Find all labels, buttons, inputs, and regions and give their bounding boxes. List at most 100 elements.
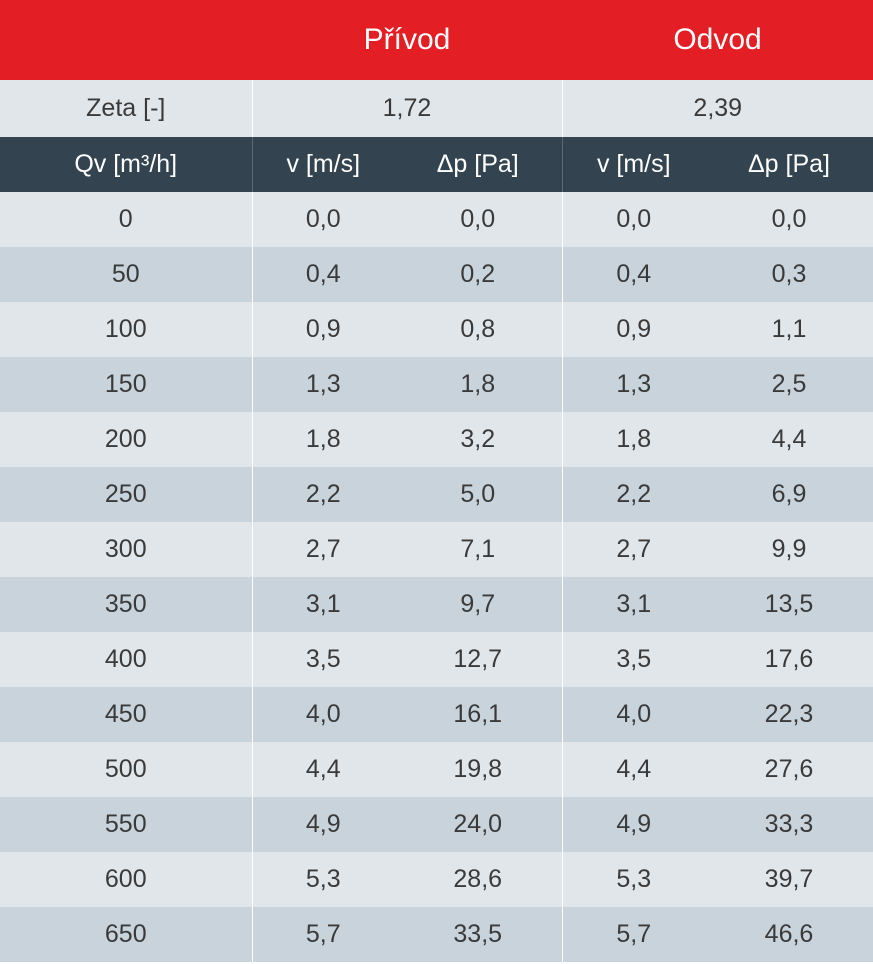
data-cell: 13,5 (705, 577, 873, 632)
data-cell: 19,8 (394, 742, 562, 797)
data-cell: 33,3 (705, 797, 873, 852)
zeta-value: 2,39 (561, 80, 873, 137)
data-cell: 4,0 (561, 687, 705, 742)
data-row: 150 1,3 1,8 1,3 2,5 (0, 357, 873, 412)
data-cell: 3,1 (251, 577, 394, 632)
data-cell: 5,0 (394, 467, 562, 522)
data-cell: 7,1 (394, 522, 562, 577)
title-row: Přívod Odvod (0, 0, 873, 80)
data-cell: 0,2 (394, 247, 562, 302)
column-header: Δp [Pa] (705, 137, 873, 192)
column-header: Δp [Pa] (394, 137, 562, 192)
data-row: 200 1,8 3,2 1,8 4,4 (0, 412, 873, 467)
data-cell: 4,4 (251, 742, 394, 797)
empty-cell (0, 0, 252, 80)
zeta-label: Zeta [-] (0, 80, 252, 137)
data-cell: 24,0 (394, 797, 562, 852)
data-row: 100 0,9 0,8 0,9 1,1 (0, 302, 873, 357)
data-cell: 3,5 (251, 632, 394, 687)
data-row: 650 5,7 33,5 5,7 46,6 (0, 907, 873, 962)
data-cell: 2,2 (251, 467, 394, 522)
data-cell: 200 (0, 412, 252, 467)
data-cell: 5,7 (251, 907, 394, 962)
data-cell: 4,0 (251, 687, 394, 742)
data-cell: 9,7 (394, 577, 562, 632)
column-header: Qv [m³/h] (0, 137, 252, 192)
group-header: Přívod (252, 0, 562, 80)
data-cell: 4,9 (251, 797, 394, 852)
data-cell: 1,3 (561, 357, 705, 412)
data-cell: 650 (0, 907, 252, 962)
data-cell: 28,6 (394, 852, 562, 907)
data-row: 550 4,9 24,0 4,9 33,3 (0, 797, 873, 852)
data-cell: 1,8 (561, 412, 705, 467)
data-cell: 350 (0, 577, 252, 632)
data-cell: 2,7 (251, 522, 394, 577)
data-cell: 3,5 (561, 632, 705, 687)
data-cell: 3,1 (561, 577, 705, 632)
data-cell: 12,7 (394, 632, 562, 687)
data-cell: 5,3 (251, 852, 394, 907)
data-cell: 50 (0, 247, 252, 302)
data-cell: 5,7 (561, 907, 705, 962)
data-cell: 0,3 (705, 247, 873, 302)
data-cell: 27,6 (705, 742, 873, 797)
data-row: 300 2,7 7,1 2,7 9,9 (0, 522, 873, 577)
data-cell: 0,0 (705, 192, 873, 247)
zeta-value: 1,72 (251, 80, 562, 137)
data-cell: 46,6 (705, 907, 873, 962)
data-cell: 2,2 (561, 467, 705, 522)
data-row: 500 4,4 19,8 4,4 27,6 (0, 742, 873, 797)
data-cell: 400 (0, 632, 252, 687)
column-header: v [m/s] (251, 137, 394, 192)
data-cell: 6,9 (705, 467, 873, 522)
data-cell: 0 (0, 192, 252, 247)
data-cell: 9,9 (705, 522, 873, 577)
data-cell: 1,8 (251, 412, 394, 467)
data-cell: 2,5 (705, 357, 873, 412)
data-cell: 4,9 (561, 797, 705, 852)
data-row: 50 0,4 0,2 0,4 0,3 (0, 247, 873, 302)
data-cell: 16,1 (394, 687, 562, 742)
zeta-row: Zeta [-] 1,72 2,39 (0, 80, 873, 137)
data-row: 400 3,5 12,7 3,5 17,6 (0, 632, 873, 687)
data-cell: 1,8 (394, 357, 562, 412)
data-cell: 0,0 (561, 192, 705, 247)
column-header-row: Qv [m³/h] v [m/s] Δp [Pa] v [m/s] Δp [Pa] (0, 137, 873, 192)
data-cell: 550 (0, 797, 252, 852)
data-cell: 500 (0, 742, 252, 797)
data-cell: 450 (0, 687, 252, 742)
data-row: 250 2,2 5,0 2,2 6,9 (0, 467, 873, 522)
data-cell: 0,4 (251, 247, 394, 302)
data-cell: 0,4 (561, 247, 705, 302)
data-cell: 0,8 (394, 302, 562, 357)
data-cell: 2,7 (561, 522, 705, 577)
data-cell: 39,7 (705, 852, 873, 907)
data-cell: 150 (0, 357, 252, 412)
data-row: 600 5,3 28,6 5,3 39,7 (0, 852, 873, 907)
column-header: v [m/s] (561, 137, 705, 192)
data-row: 450 4,0 16,1 4,0 22,3 (0, 687, 873, 742)
group-header: Odvod (562, 0, 873, 80)
data-cell: 4,4 (705, 412, 873, 467)
data-row: 350 3,1 9,7 3,1 13,5 (0, 577, 873, 632)
data-cell: 0,9 (251, 302, 394, 357)
data-cell: 22,3 (705, 687, 873, 742)
data-cell: 5,3 (561, 852, 705, 907)
data-cell: 100 (0, 302, 252, 357)
data-cell: 0,0 (251, 192, 394, 247)
data-cell: 4,4 (561, 742, 705, 797)
data-cell: 600 (0, 852, 252, 907)
data-cell: 300 (0, 522, 252, 577)
data-cell: 250 (0, 467, 252, 522)
data-cell: 1,3 (251, 357, 394, 412)
data-cell: 33,5 (394, 907, 562, 962)
data-cell: 0,9 (561, 302, 705, 357)
data-cell: 0,0 (394, 192, 562, 247)
data-row: 0 0,0 0,0 0,0 0,0 (0, 192, 873, 247)
data-cell: 17,6 (705, 632, 873, 687)
data-cell: 3,2 (394, 412, 562, 467)
